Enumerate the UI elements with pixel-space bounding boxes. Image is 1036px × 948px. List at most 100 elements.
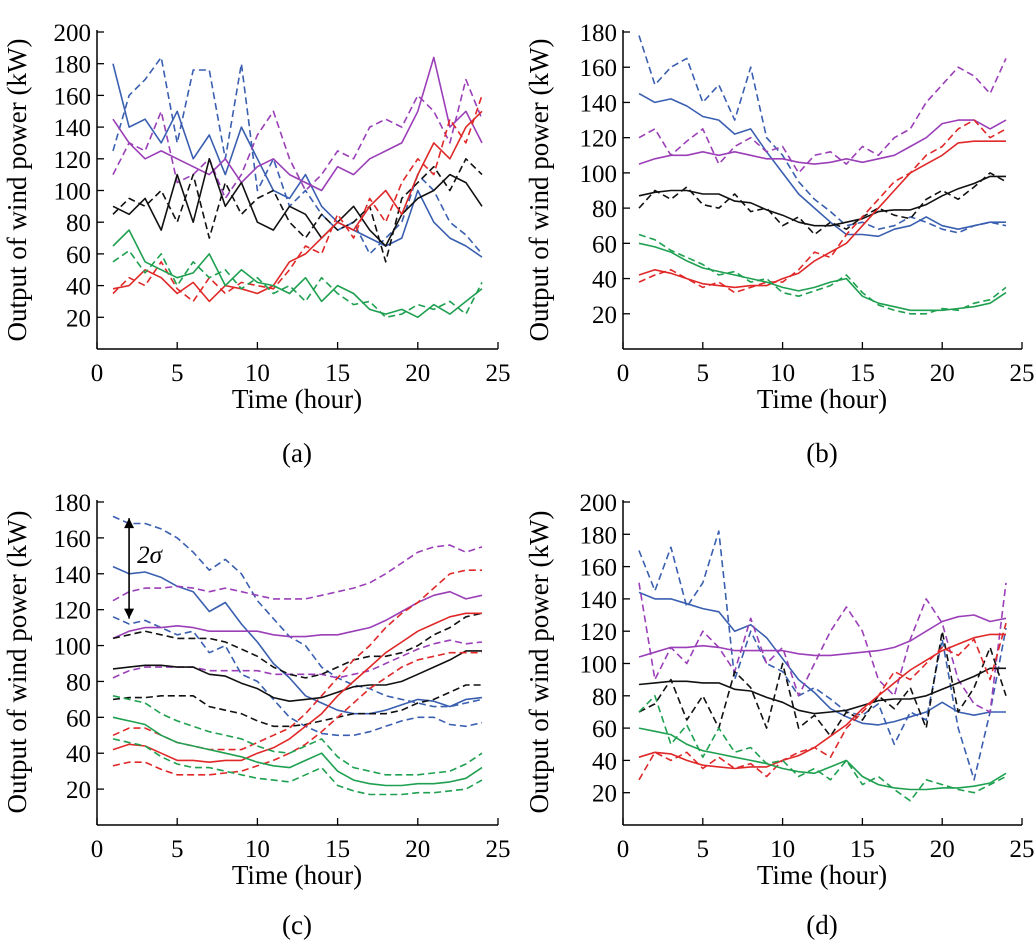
series-line-green-dashed-10 bbox=[638, 233, 1007, 315]
y-tick-label: 120 bbox=[580, 126, 618, 153]
y-tick-label: 40 bbox=[66, 741, 91, 768]
x-tick-label: 20 bbox=[930, 360, 955, 387]
y-tick-label: 20 bbox=[592, 302, 617, 329]
series-line-red-solid-7 bbox=[112, 110, 483, 303]
y-tick-label: 120 bbox=[580, 619, 618, 646]
y-tick-label: 20 bbox=[66, 777, 91, 804]
y-tick-label: 180 bbox=[580, 20, 618, 47]
series-line-red-dashed-8 bbox=[638, 119, 1007, 294]
x-tick-label: 0 bbox=[617, 836, 630, 863]
y-tick-label: 80 bbox=[592, 684, 617, 711]
series-line-purple-dashed-4 bbox=[638, 58, 1007, 174]
panel-label: (a) bbox=[282, 438, 312, 468]
series-line-blue-dashed-2 bbox=[638, 35, 1007, 234]
series-line-blue-solid-1 bbox=[112, 63, 483, 258]
panel-2: 0 5 10 15 20 25 20 40 60 80 100 120 140 160 180 Time (h… bbox=[524, 20, 1035, 468]
y-axis-label: Output of wind power (kW) bbox=[524, 39, 554, 342]
x-tick-label: 10 bbox=[770, 360, 795, 387]
y-tick-label: 140 bbox=[54, 115, 92, 142]
y-tick-label: 80 bbox=[66, 210, 91, 237]
x-tick-label: 15 bbox=[850, 360, 875, 387]
series-line-purple-solid-3 bbox=[638, 119, 1007, 165]
y-tick-label: 40 bbox=[66, 274, 91, 301]
series-line-blue-solid-2 bbox=[112, 565, 483, 715]
two-sigma-arrowhead-up bbox=[124, 518, 135, 529]
series-line-blue-dashed-3 bbox=[112, 616, 483, 737]
y-tick-label: 160 bbox=[580, 55, 618, 82]
x-axis-label: Time (hour) bbox=[232, 860, 362, 890]
series-line-black-dashed-7 bbox=[112, 612, 483, 679]
x-tick-label: 0 bbox=[91, 836, 104, 863]
panel-label: (d) bbox=[806, 910, 837, 940]
y-axis-label: Output of wind power (kW) bbox=[524, 511, 554, 814]
y-tick-label: 180 bbox=[54, 52, 92, 79]
panel-1: 0 5 10 15 20 25 20 40 60 80 100 120 140 160 180 200 Time… bbox=[2, 20, 511, 468]
x-tick-label: 25 bbox=[1010, 836, 1035, 863]
series-line-purple-dashed-4 bbox=[638, 582, 1007, 713]
series-line-blue-dashed-1 bbox=[112, 515, 483, 708]
x-tick-label: 5 bbox=[697, 360, 710, 387]
series-line-red-dashed-8 bbox=[638, 622, 1007, 781]
x-tick-label: 20 bbox=[930, 836, 955, 863]
y-tick-label: 40 bbox=[592, 748, 617, 775]
x-tick-label: 10 bbox=[770, 836, 795, 863]
series-line-blue-dashed-2 bbox=[112, 56, 483, 255]
series-line-black-dashed-9 bbox=[112, 684, 482, 728]
y-tick-label: 140 bbox=[580, 587, 618, 614]
y-tick-label: 60 bbox=[592, 231, 617, 258]
y-tick-label: 60 bbox=[592, 716, 617, 743]
x-tick-label: 5 bbox=[171, 360, 184, 387]
series-line-green-solid-9 bbox=[638, 727, 1007, 791]
series-line-purple-dashed-4 bbox=[112, 544, 483, 602]
series-line-black-dashed-6 bbox=[638, 630, 1007, 737]
series-line-black-dashed-6 bbox=[638, 172, 1007, 236]
x-axis-label: Time (hour) bbox=[757, 384, 887, 414]
y-tick-label: 200 bbox=[54, 20, 92, 47]
series-line-black-solid-5 bbox=[112, 158, 483, 247]
series-line-green-solid-9 bbox=[112, 229, 483, 319]
y-axis-label: Output of wind power (kW) bbox=[2, 39, 32, 342]
series-line-green-dashed-10 bbox=[638, 695, 1007, 802]
series-line-red-dashed-12 bbox=[112, 651, 482, 776]
series-line-green-dashed-10 bbox=[112, 249, 483, 319]
series-line-red-solid-7 bbox=[638, 633, 1006, 770]
y-tick-label: 20 bbox=[66, 305, 91, 332]
x-axis-label: Time (hour) bbox=[757, 860, 887, 890]
y-tick-label: 100 bbox=[54, 179, 92, 206]
x-tick-label: 20 bbox=[405, 836, 430, 863]
x-tick-label: 15 bbox=[850, 836, 875, 863]
y-tick-label: 100 bbox=[580, 161, 618, 188]
y-tick-label: 100 bbox=[54, 634, 92, 661]
panel-label: (b) bbox=[806, 438, 837, 468]
y-tick-label: 180 bbox=[54, 490, 92, 517]
x-tick-label: 0 bbox=[617, 360, 630, 387]
two-sigma-label: 2σ bbox=[137, 542, 164, 569]
series-line-black-solid-8 bbox=[112, 650, 482, 702]
series-line-purple-dashed-6 bbox=[112, 639, 483, 679]
series-line-blue-solid-1 bbox=[638, 92, 1006, 238]
series-line-purple-solid-3 bbox=[638, 614, 1007, 658]
y-axis-label: Output of wind power (kW) bbox=[2, 511, 32, 814]
panel-label: (c) bbox=[282, 910, 312, 940]
series-line-black-solid-5 bbox=[638, 667, 1006, 715]
y-tick-label: 60 bbox=[66, 705, 91, 732]
y-tick-label: 200 bbox=[580, 490, 618, 517]
x-tick-label: 15 bbox=[325, 836, 350, 863]
series-line-black-solid-5 bbox=[638, 175, 1006, 227]
x-tick-label: 10 bbox=[245, 836, 270, 863]
x-axis-label: Time (hour) bbox=[232, 384, 362, 414]
x-tick-label: 5 bbox=[697, 836, 710, 863]
x-tick-label: 20 bbox=[405, 360, 430, 387]
y-tick-label: 40 bbox=[592, 267, 617, 294]
series-line-green-solid-14 bbox=[112, 716, 483, 787]
y-tick-label: 160 bbox=[54, 526, 92, 553]
series-line-purple-dashed-4 bbox=[112, 78, 483, 200]
y-tick-label: 120 bbox=[54, 147, 92, 174]
y-tick-label: 180 bbox=[580, 522, 618, 549]
series-line-purple-solid-5 bbox=[112, 590, 483, 640]
y-tick-label: 100 bbox=[580, 652, 618, 679]
y-tick-label: 20 bbox=[592, 781, 617, 808]
y-tick-label: 80 bbox=[592, 196, 617, 223]
series-line-blue-dashed-2 bbox=[638, 530, 1007, 781]
